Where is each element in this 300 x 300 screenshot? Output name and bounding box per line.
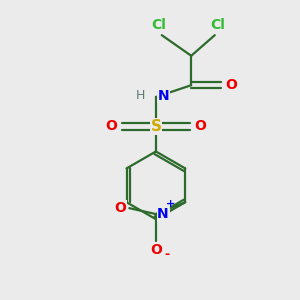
Text: -: - [165, 248, 170, 261]
Text: Cl: Cl [152, 18, 166, 32]
Text: N: N [157, 207, 169, 221]
Text: O: O [114, 201, 126, 215]
Text: S: S [150, 119, 161, 134]
Text: Cl: Cl [210, 18, 225, 32]
Text: O: O [106, 119, 118, 134]
Text: N: N [158, 88, 169, 103]
Text: O: O [150, 244, 162, 257]
Text: O: O [194, 119, 206, 134]
Text: +: + [166, 199, 175, 209]
Text: O: O [225, 78, 237, 92]
Text: H: H [136, 89, 146, 102]
